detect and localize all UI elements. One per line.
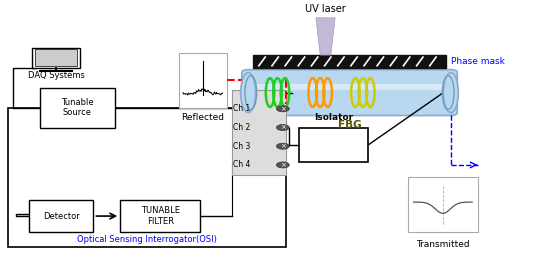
Text: Ch 1: Ch 1 bbox=[233, 104, 251, 113]
FancyBboxPatch shape bbox=[242, 70, 457, 115]
Text: ×: × bbox=[280, 143, 286, 149]
Text: Reflected: Reflected bbox=[181, 113, 224, 122]
Text: ×: × bbox=[280, 106, 286, 112]
Bar bbox=[40, 88, 115, 127]
Bar bbox=[120, 200, 200, 232]
Ellipse shape bbox=[241, 73, 255, 113]
Text: Detector: Detector bbox=[43, 212, 80, 220]
Circle shape bbox=[277, 125, 289, 131]
Text: DAQ Systems: DAQ Systems bbox=[27, 71, 85, 80]
Text: Transmitted: Transmitted bbox=[416, 240, 469, 249]
Text: Ch 4: Ch 4 bbox=[233, 160, 251, 170]
Bar bbox=[32, 48, 80, 68]
Polygon shape bbox=[316, 18, 335, 55]
Bar bbox=[299, 127, 368, 162]
Bar bbox=[8, 108, 286, 247]
Bar bbox=[253, 84, 446, 90]
Text: Isolator: Isolator bbox=[314, 113, 353, 122]
Circle shape bbox=[277, 106, 289, 112]
Text: Ch 2: Ch 2 bbox=[233, 123, 251, 132]
Circle shape bbox=[277, 143, 289, 149]
Text: Tunable
Source: Tunable Source bbox=[61, 98, 94, 117]
Text: Optical Sensing Interrogator(OSI): Optical Sensing Interrogator(OSI) bbox=[77, 235, 217, 244]
Text: TUNABLE
FILTER: TUNABLE FILTER bbox=[141, 206, 179, 226]
Bar bbox=[232, 90, 286, 175]
Bar bbox=[35, 49, 78, 66]
Text: ×: × bbox=[280, 162, 286, 168]
Text: Phase mask: Phase mask bbox=[451, 57, 505, 66]
Text: Ch 3: Ch 3 bbox=[233, 142, 251, 151]
Text: ×: × bbox=[280, 125, 286, 131]
Circle shape bbox=[277, 162, 289, 168]
Text: FBG: FBG bbox=[338, 120, 361, 130]
Bar bbox=[253, 55, 446, 68]
Bar bbox=[408, 177, 478, 232]
Text: UV laser: UV laser bbox=[305, 4, 346, 14]
Bar bbox=[30, 200, 93, 232]
Bar bbox=[179, 53, 227, 108]
Ellipse shape bbox=[444, 73, 458, 113]
